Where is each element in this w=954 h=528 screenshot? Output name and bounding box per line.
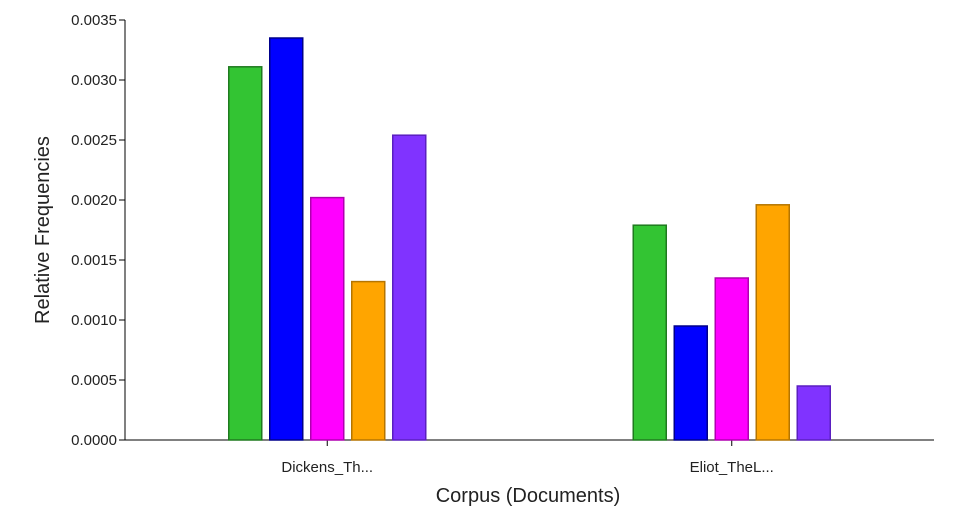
y-tick-label: 0.0020 [71,192,117,209]
y-tick-label: 0.0005 [71,372,117,389]
bar [755,204,790,441]
bar [673,325,708,441]
bar [632,224,667,441]
x-tick-label: Dickens_Th... [281,459,373,476]
x-axis: Dickens_Th... Eliot_TheL... [125,439,934,476]
x-axis-ticks: Dickens_Th... Eliot_TheL... [281,440,774,476]
bar [310,196,345,441]
y-tick-label: 0.0010 [71,312,117,329]
y-tick-label: 0.0030 [71,72,117,89]
y-tick-label: 0.0035 [71,12,117,29]
y-tick-label: 0.0015 [71,252,117,269]
x-axis-title: Corpus (Documents) [436,485,621,507]
bar [351,280,386,441]
bars [228,37,831,441]
y-tick-label: 0.0025 [71,132,117,149]
y-axis-title: Relative Frequencies [32,136,54,324]
x-tick-label: Eliot_TheL... [690,459,774,476]
bar [228,66,263,441]
y-tick-label: 0.0000 [71,432,117,449]
y-axis: 0.0000 0.0005 0.0010 0.0015 0.0020 0.0025 0.00… [71,12,126,449]
bar [714,277,749,441]
bar [392,134,427,441]
bar [796,385,831,441]
y-axis-ticks: 0.0000 0.0005 0.0010 0.0015 0.0020 0.0025 0.00… [71,12,125,449]
bar [269,37,304,441]
